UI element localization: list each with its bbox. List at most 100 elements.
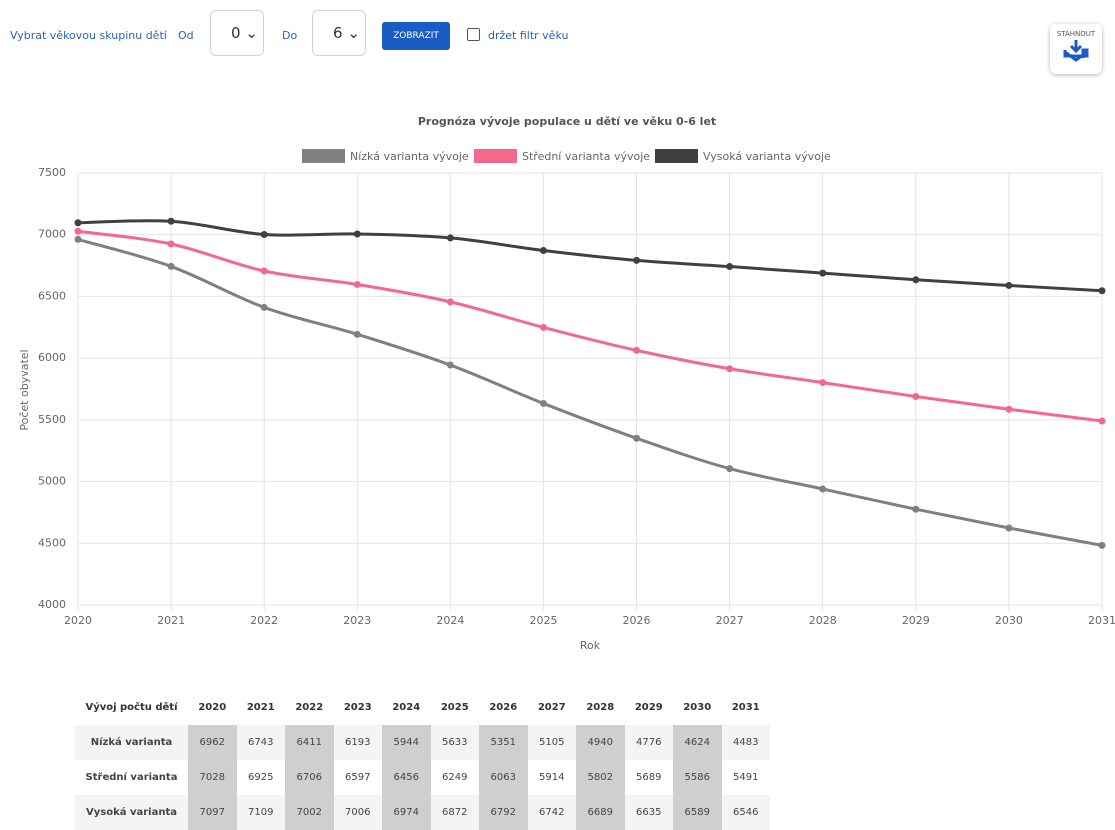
table-cell: 5491 bbox=[733, 772, 759, 783]
data-point bbox=[260, 267, 268, 275]
y-tick-label: 6500 bbox=[38, 289, 66, 302]
table-cell: 5351 bbox=[479, 725, 528, 760]
data-point bbox=[1005, 281, 1013, 289]
table-header: 2027 bbox=[537, 702, 566, 713]
data-point bbox=[819, 379, 827, 387]
to-value: 6 bbox=[333, 24, 343, 42]
data-point bbox=[539, 323, 547, 331]
chart-title: Prognóza vývoje populace u dětí ve věku … bbox=[418, 115, 716, 128]
data-point bbox=[726, 263, 734, 271]
row-label: Střední varianta bbox=[85, 772, 178, 783]
data-point bbox=[1098, 417, 1106, 425]
data-point bbox=[167, 217, 175, 225]
x-tick-label: 2027 bbox=[716, 614, 744, 627]
table-cell: 6925 bbox=[248, 772, 274, 783]
to-select[interactable]: 6 ⌄ bbox=[312, 10, 366, 56]
y-tick-label: 6000 bbox=[38, 351, 66, 364]
table-cell: 6792 bbox=[479, 795, 528, 830]
data-point bbox=[1098, 541, 1106, 549]
legend-swatch bbox=[655, 149, 698, 163]
table-cell: 7097 bbox=[188, 795, 237, 830]
table-header: 2022 bbox=[295, 702, 324, 713]
table-row: Nízká varianta 6962 6743 6411 6193 5944 5633 53… bbox=[75, 725, 770, 760]
table-cell: 4624 bbox=[673, 725, 722, 760]
table-row: Vysoká varianta 7097 7109 7002 7006 6974 6872 6… bbox=[75, 795, 770, 830]
legend-label: Vysoká varianta vývoje bbox=[703, 150, 831, 163]
legend-label: Nízká varianta vývoje bbox=[350, 150, 469, 163]
x-tick-label: 2023 bbox=[343, 614, 371, 627]
table-cell: 5586 bbox=[673, 760, 722, 795]
download-button[interactable]: STÁHNOUT bbox=[1050, 24, 1102, 74]
table-header: 2020 bbox=[198, 702, 227, 713]
show-button[interactable]: ZOBRAZIT bbox=[382, 22, 450, 50]
y-tick-label: 4500 bbox=[38, 536, 66, 549]
table-cell: 5802 bbox=[576, 760, 625, 795]
legend-swatch bbox=[474, 149, 517, 163]
data-point bbox=[633, 346, 641, 354]
table-cell: 6063 bbox=[479, 760, 528, 795]
table-cell: 6706 bbox=[285, 760, 334, 795]
row-label: Nízká varianta bbox=[75, 725, 188, 760]
table-cell: 7028 bbox=[188, 760, 237, 795]
checkbox[interactable] bbox=[467, 28, 480, 41]
from-value: 0 bbox=[231, 24, 241, 42]
table-cell: 6743 bbox=[236, 725, 285, 760]
table-cell: 5914 bbox=[539, 772, 565, 783]
data-point bbox=[353, 330, 361, 338]
data-table: Vývoj počtu dětí 2020 2021 2022 2023 2024 2025… bbox=[75, 690, 770, 830]
x-tick-label: 2028 bbox=[809, 614, 837, 627]
data-point bbox=[74, 235, 82, 243]
table-cell: 4940 bbox=[576, 725, 625, 760]
data-point bbox=[74, 219, 82, 227]
table-cell: 6962 bbox=[188, 725, 237, 760]
x-axis-label: Rok bbox=[580, 639, 601, 652]
table-row: Střední varianta 7028 6925 6706 6597 6456 6249… bbox=[75, 760, 770, 795]
table-cell: 5689 bbox=[636, 772, 662, 783]
table-header: 2030 bbox=[683, 702, 712, 713]
table-header: 2024 bbox=[392, 702, 421, 713]
from-select[interactable]: 0 ⌄ bbox=[210, 10, 264, 56]
chart: Prognóza vývoje populace u dětí ve věku … bbox=[18, 115, 1115, 652]
table-cell: 5944 bbox=[382, 725, 431, 760]
data-point bbox=[446, 361, 454, 369]
data-point bbox=[1005, 405, 1013, 413]
from-label: Od bbox=[178, 29, 194, 42]
table-corner: Vývoj počtu dětí bbox=[85, 702, 178, 713]
table-header: 2029 bbox=[634, 702, 663, 713]
y-tick-label: 4000 bbox=[38, 598, 66, 611]
download-label: STÁHNOUT bbox=[1056, 30, 1096, 38]
table-cell: 5105 bbox=[527, 725, 576, 760]
series-line bbox=[77, 219, 1103, 293]
data-point bbox=[353, 280, 361, 288]
table-cell: 4483 bbox=[721, 725, 770, 760]
data-point bbox=[74, 227, 82, 235]
age-label: Vybrat věkovou skupinu dětí bbox=[10, 29, 167, 42]
data-point bbox=[819, 269, 827, 277]
download-icon bbox=[1063, 40, 1089, 62]
row-label: Vysoká varianta bbox=[75, 795, 188, 830]
table-cell: 6974 bbox=[382, 795, 431, 830]
data-point bbox=[260, 303, 268, 311]
table-cell: 5633 bbox=[430, 725, 479, 760]
data-point bbox=[446, 234, 454, 242]
data-point bbox=[912, 393, 920, 401]
table-cell: 7006 bbox=[333, 795, 382, 830]
table-cell: 6635 bbox=[624, 795, 673, 830]
table-header: 2023 bbox=[343, 702, 372, 713]
x-tick-label: 2020 bbox=[64, 614, 92, 627]
data-point bbox=[167, 240, 175, 248]
legend-swatch bbox=[302, 149, 345, 163]
table-cell: 7109 bbox=[236, 795, 285, 830]
x-tick-label: 2025 bbox=[529, 614, 557, 627]
data-point bbox=[539, 399, 547, 407]
data-point bbox=[819, 485, 827, 493]
x-tick-label: 2022 bbox=[250, 614, 278, 627]
table-header: 2026 bbox=[489, 702, 518, 713]
table-header: 2021 bbox=[246, 702, 275, 713]
data-point bbox=[726, 365, 734, 373]
table-cell: 7002 bbox=[285, 795, 334, 830]
legend-label: Střední varianta vývoje bbox=[522, 150, 650, 163]
table-header: 2031 bbox=[731, 702, 760, 713]
table-header: 2028 bbox=[586, 702, 615, 713]
series-line bbox=[77, 229, 1103, 423]
